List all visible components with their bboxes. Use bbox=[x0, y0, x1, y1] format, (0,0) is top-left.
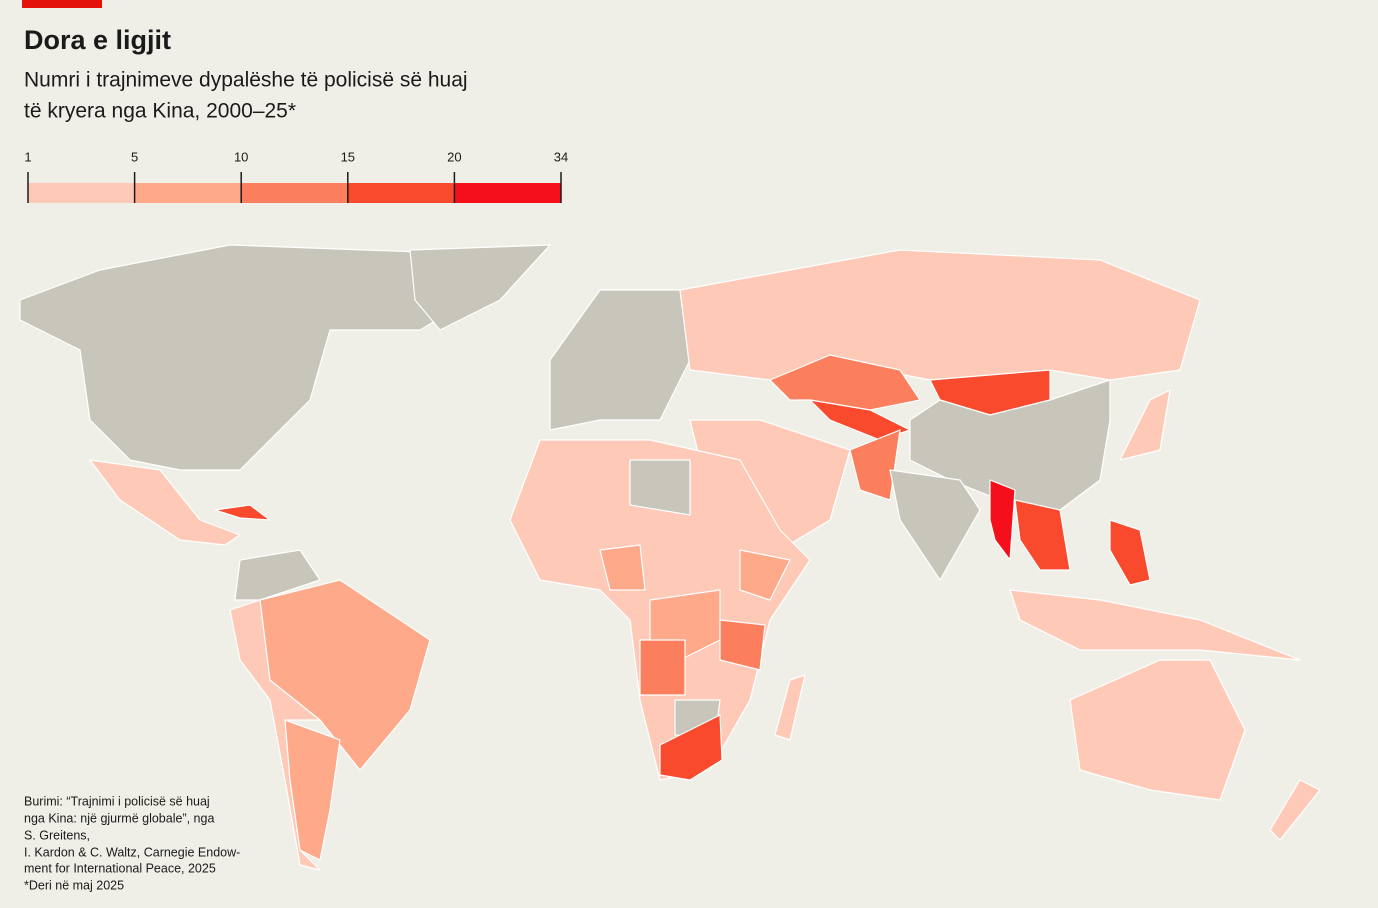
country bbox=[909, 379, 1111, 511]
legend-tick-label: 1 bbox=[24, 149, 31, 164]
legend-swatch bbox=[28, 183, 135, 203]
country bbox=[599, 544, 646, 591]
country bbox=[1119, 389, 1171, 461]
country bbox=[1069, 659, 1246, 801]
country bbox=[639, 639, 686, 696]
world-map bbox=[19, 244, 1321, 871]
source: S. Greitens, bbox=[24, 828, 90, 842]
country bbox=[719, 619, 766, 671]
country bbox=[234, 549, 321, 601]
country bbox=[1009, 589, 1301, 661]
legend: 1 5 10 15 20 34 bbox=[24, 149, 568, 203]
country bbox=[409, 244, 551, 331]
source: I. Kardon & C. Waltz, Carnegie Endow- bbox=[24, 845, 240, 859]
country bbox=[19, 244, 471, 471]
legend-tick-label: 5 bbox=[131, 149, 138, 164]
country bbox=[769, 354, 921, 411]
legend-swatch bbox=[241, 183, 348, 203]
source: ment for International Peace, 2025 bbox=[24, 861, 216, 875]
legend-tick-label: 10 bbox=[234, 149, 248, 164]
country bbox=[659, 714, 723, 781]
country bbox=[989, 479, 1016, 561]
country bbox=[284, 719, 341, 861]
country bbox=[1269, 779, 1321, 841]
country bbox=[214, 504, 271, 521]
legend-swatch bbox=[454, 183, 561, 203]
country bbox=[1109, 519, 1151, 586]
country bbox=[739, 549, 791, 601]
subtitle: Numri i trajnimeve dypalëshe të policisë… bbox=[24, 69, 468, 92]
footnote: *Deri në maj 2025 bbox=[24, 878, 124, 892]
legend-tick-label: 34 bbox=[554, 149, 568, 164]
legend-swatch bbox=[347, 183, 455, 203]
source: nga Kina: një gjurmë globale”, nga bbox=[24, 811, 214, 825]
country bbox=[1014, 499, 1071, 571]
title: Dora e ligjit bbox=[24, 25, 171, 55]
country bbox=[259, 579, 431, 771]
country bbox=[89, 459, 241, 546]
country bbox=[849, 429, 901, 501]
legend-swatch bbox=[134, 183, 242, 203]
country bbox=[629, 459, 691, 516]
legend-tick-label: 20 bbox=[447, 149, 461, 164]
subtitle: të kryera nga Kina, 2000–25* bbox=[24, 100, 296, 123]
accent-bar bbox=[22, 0, 102, 8]
legend-tick-label: 15 bbox=[341, 149, 355, 164]
country bbox=[549, 289, 691, 431]
source: Burimi: “Trajnimi i policisë së huaj bbox=[24, 794, 210, 808]
country bbox=[679, 249, 1201, 381]
country bbox=[774, 674, 806, 741]
country bbox=[889, 469, 981, 581]
